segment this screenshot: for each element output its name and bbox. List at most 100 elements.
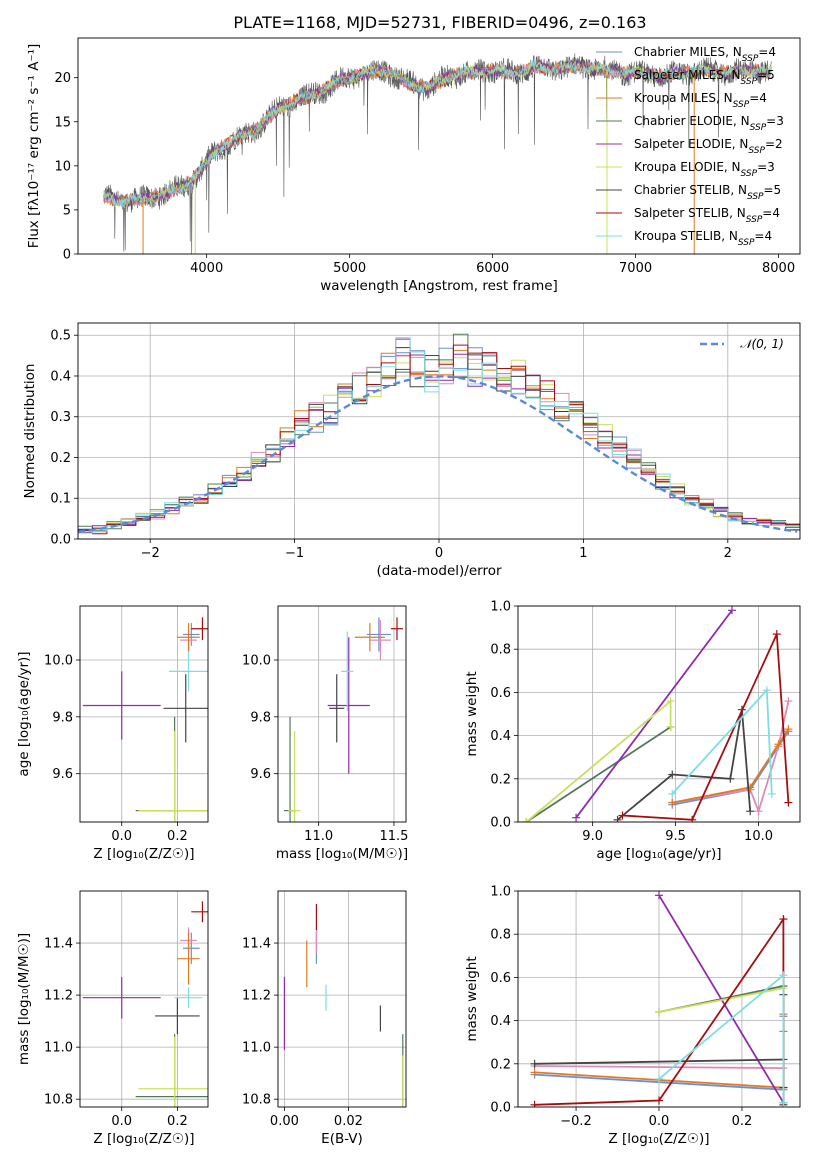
y-tick-label: 20 [54, 71, 71, 86]
y-tick-label: 11.2 [242, 989, 271, 1004]
y-tick-label: 0.5 [50, 329, 71, 344]
spectrum-panel: 4000 5000 6000 7000 8000 0 5 10 15 20 wavelength [… [26, 37, 801, 294]
age-vs-mass-panel: 11.0 11.5 9.6 9.8 10.0 mass [log₁₀(M/M☉)] [242, 605, 408, 862]
weight-marker [774, 740, 783, 749]
y-tick-label: 0.6 [490, 686, 511, 701]
weight-marker [784, 798, 793, 807]
weight-vs-age-panel: 9.0 9.5 10.0 0.0 0.2 0.4 0.6 0.8 1.0 age [log₁₀(a… [464, 600, 801, 862]
x-tick-label: 11.5 [379, 829, 408, 844]
y-tick-label: 0.0 [490, 1101, 511, 1116]
y-tick-label: 0.4 [50, 369, 71, 384]
errorbar-point [169, 651, 208, 692]
x-tick-label: 11.0 [304, 829, 333, 844]
y-tick-label: 0.8 [490, 643, 511, 658]
plot-area [82, 617, 208, 822]
x-tick-label: 0.00 [270, 1114, 299, 1129]
y-axis-label: age [log₁₀(age/yr)] [16, 651, 32, 776]
weight-marker [668, 798, 677, 807]
weight-marker [666, 697, 675, 706]
errorbar-point [191, 617, 208, 641]
y-tick-label: 0 [63, 248, 71, 263]
axes-frame [77, 322, 801, 540]
weight-marker [727, 606, 736, 615]
weight-marker [655, 1007, 663, 1016]
y-tick-label: 11.0 [44, 1041, 73, 1056]
x-tick-label: −2 [141, 546, 160, 561]
x-tick-label: 9.5 [665, 829, 686, 844]
weight-marker [522, 818, 531, 822]
y-tick-label: 0.4 [490, 729, 511, 744]
y-tick-label: 1.0 [490, 600, 511, 615]
plot-area [283, 904, 404, 1107]
weight-marker [668, 770, 677, 779]
errorbar-point [366, 617, 391, 652]
weight-marker [746, 807, 755, 816]
weight-marker [530, 1059, 539, 1068]
weight-marker [655, 1096, 663, 1105]
y-tick-label: 10 [54, 159, 71, 174]
residuals-panel: −2 −1 0 1 2 0.0 0.1 0.2 0.3 0.4 0.5 (data-model)/er… [22, 322, 801, 579]
x-axis-label: Z [log₁₀(Z/Z☉)] [93, 846, 194, 862]
errorbar-point [82, 976, 161, 1019]
x-tick-label: 7000 [619, 261, 652, 276]
y-tick-label: 0.2 [490, 772, 511, 787]
weight-series-line [525, 726, 672, 822]
errorbar-point [288, 731, 301, 822]
weight-marker [784, 725, 793, 734]
x-axis-label: E(B-V) [321, 1131, 363, 1147]
plot-area [82, 901, 208, 1107]
weight-marker [572, 813, 581, 822]
weight-marker [726, 774, 735, 783]
x-axis-label: wavelength [Angstrom, rest frame] [320, 278, 558, 294]
figure-title: PLATE=1168, MJD=52731, FIBERID=0496, z=0… [233, 13, 646, 32]
y-tick-label: 9.6 [52, 767, 73, 782]
spectrum-line [103, 59, 772, 209]
weight-marker [784, 697, 793, 706]
y-tick-label: 9.8 [250, 710, 271, 725]
y-axis-label: Flux [fλ10⁻¹⁷ erg cm⁻² s⁻¹ A⁻¹] [26, 44, 42, 249]
x-tick-label: 0.02 [334, 1114, 363, 1129]
errorbar-point [155, 997, 200, 1035]
x-axis-label: mass [log₁₀(M/M☉)] [276, 846, 408, 862]
axes-frame [517, 890, 801, 1108]
errorbar-point [369, 620, 391, 660]
x-tick-label: 2 [724, 546, 732, 561]
y-axis-label: mass [log₁₀(M/M☉)] [16, 933, 32, 1065]
y-tick-label: 0.6 [490, 971, 511, 986]
errorbar-point [82, 671, 161, 740]
weight-marker [530, 1100, 539, 1107]
errorbar-point [138, 731, 208, 822]
errorbar-point [177, 932, 200, 985]
x-tick-label: 0 [435, 546, 443, 561]
x-tick-label: −1 [285, 546, 304, 561]
y-axis-label: mass weight [464, 956, 480, 1041]
errorbar-point [341, 631, 354, 712]
weight-series-line [658, 894, 785, 1104]
axes-frame [79, 605, 209, 823]
y-tick-label: 15 [54, 115, 71, 130]
y-tick-label: 0.8 [490, 928, 511, 943]
weight-marker [613, 815, 622, 822]
axes-frame [277, 890, 407, 1108]
axes-frame [517, 605, 801, 823]
weight-marker [666, 722, 675, 731]
x-tick-label: 4000 [190, 261, 223, 276]
axes-frame [79, 890, 209, 1108]
x-tick-label: 0.0 [649, 1114, 670, 1129]
axes-frame [277, 605, 407, 823]
x-tick-label: 10.0 [744, 829, 773, 844]
weight-marker [772, 630, 781, 639]
weight-marker [688, 815, 697, 822]
weight-marker [762, 686, 771, 695]
weight-marker [618, 811, 627, 820]
y-tick-label: 11.4 [44, 937, 73, 952]
x-tick-label: 0.2 [167, 1114, 188, 1129]
y-tick-label: 10.8 [44, 1093, 73, 1108]
legend-entry: 𝒩(0, 1) [740, 337, 784, 351]
x-tick-label: 9.0 [582, 829, 603, 844]
plot-area [522, 606, 793, 822]
histogram-series [78, 337, 800, 539]
errorbar-point [182, 623, 200, 646]
weight-marker [779, 971, 788, 980]
